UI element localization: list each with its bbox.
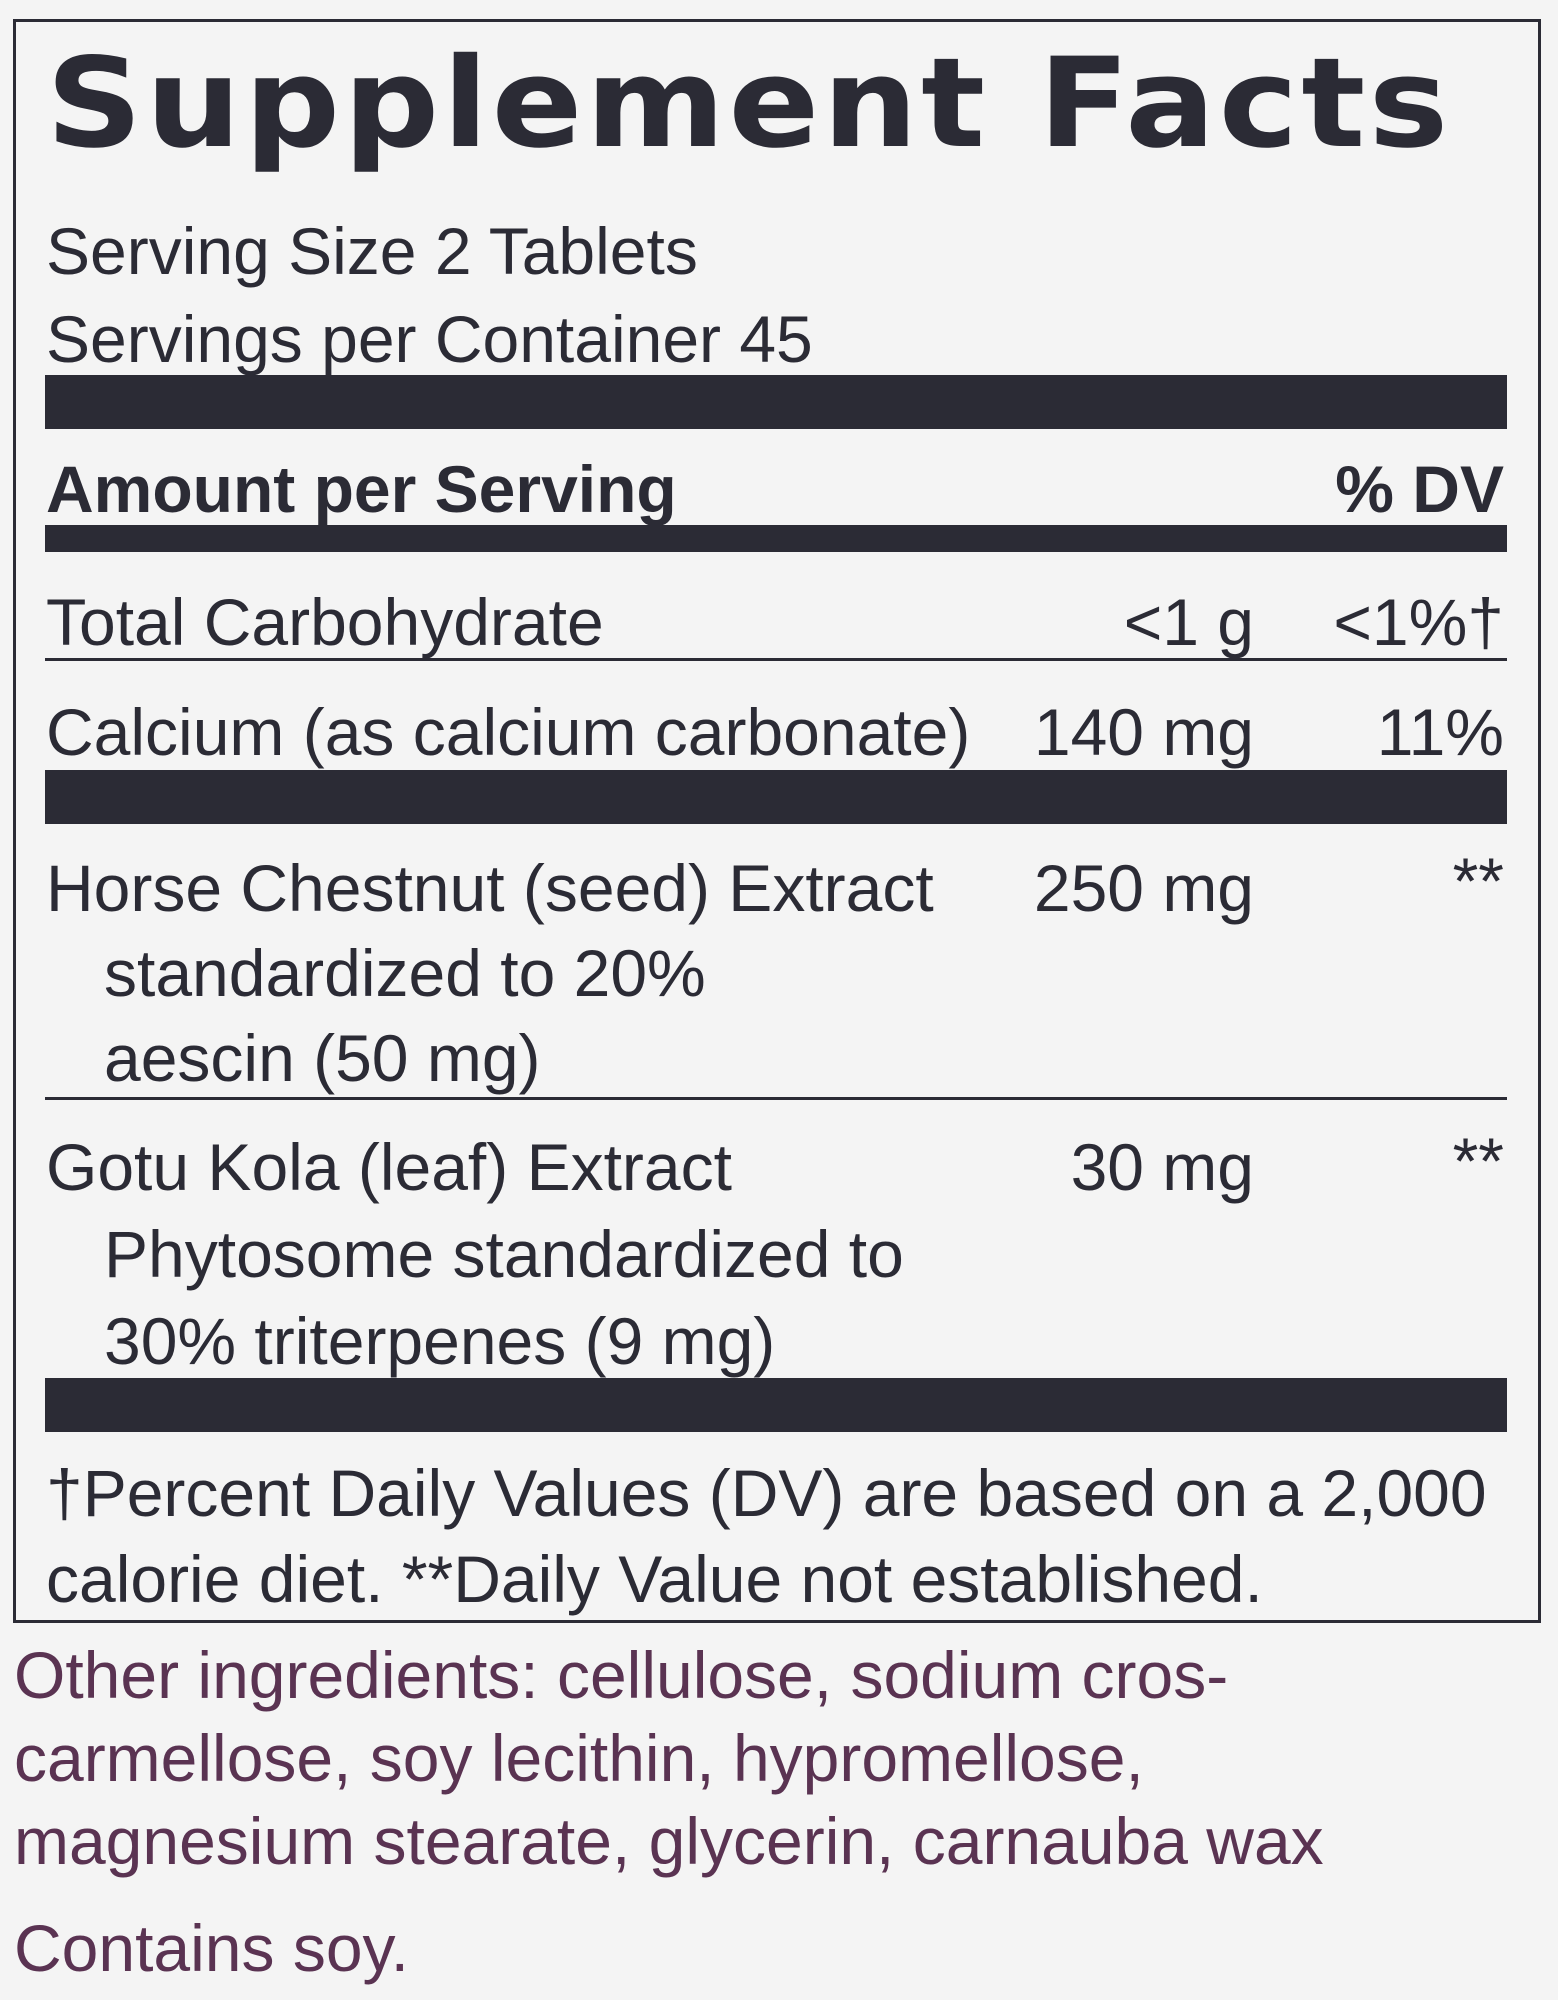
nutrient-name-line: Phytosome standardized to <box>104 1217 904 1291</box>
panel-title: Supplement Facts <box>46 32 1452 176</box>
nutrient-name-line: 30% triterpenes (9 mg) <box>104 1304 776 1378</box>
nutrient-dv: <1%† <box>1333 585 1504 659</box>
footnote-line: calorie diet. **Daily Value not establis… <box>46 1542 1263 1616</box>
thick-divider-top <box>45 375 1507 429</box>
nutrient-amount: <1 g <box>1123 585 1254 659</box>
nutrient-amount: 250 mg <box>1033 851 1254 925</box>
other-ingredients-line: Other ingredients: cellulose, sodium cro… <box>14 1638 1229 1712</box>
nutrient-name: Horse Chestnut (seed) Extract <box>46 851 934 925</box>
thick-divider-bottom <box>45 1378 1507 1432</box>
servings-per-container: Servings per Container 45 <box>46 302 813 376</box>
medium-divider <box>45 525 1507 552</box>
supplement-facts-panel: Supplement Facts Serving Size 2 Tablets … <box>13 19 1541 1623</box>
nutrient-name: Total Carbohydrate <box>46 585 604 659</box>
nutrient-amount: 140 mg <box>1033 695 1254 769</box>
allergen-statement: Contains soy. <box>14 1911 409 1985</box>
nutrient-dv: 11% <box>1376 695 1504 769</box>
nutrient-amount: 30 mg <box>1070 1130 1254 1204</box>
amount-per-serving-label: Amount per Serving <box>46 452 677 526</box>
nutrient-dv: ** <box>1452 1124 1504 1198</box>
row-divider <box>45 658 1507 661</box>
nutrient-name-line: aescin (50 mg) <box>104 1021 541 1095</box>
nutrient-name-line: standardized to 20% <box>104 936 706 1010</box>
other-ingredients-line: magnesium stearate, glycerin, carnauba w… <box>14 1804 1324 1878</box>
nutrient-name: Calcium (as calcium carbonate) <box>46 695 971 769</box>
nutrient-name: Gotu Kola (leaf) Extract <box>46 1130 732 1204</box>
serving-size: Serving Size 2 Tablets <box>46 214 698 288</box>
thick-divider-middle <box>45 770 1507 824</box>
footnote-line: †Percent Daily Values (DV) are based on … <box>46 1456 1487 1530</box>
row-divider <box>45 1097 1507 1100</box>
dv-header-label: % DV <box>1335 452 1504 526</box>
other-ingredients-line: carmellose, soy lecithin, hypromellose, <box>14 1721 1144 1795</box>
nutrient-dv: ** <box>1452 844 1504 918</box>
